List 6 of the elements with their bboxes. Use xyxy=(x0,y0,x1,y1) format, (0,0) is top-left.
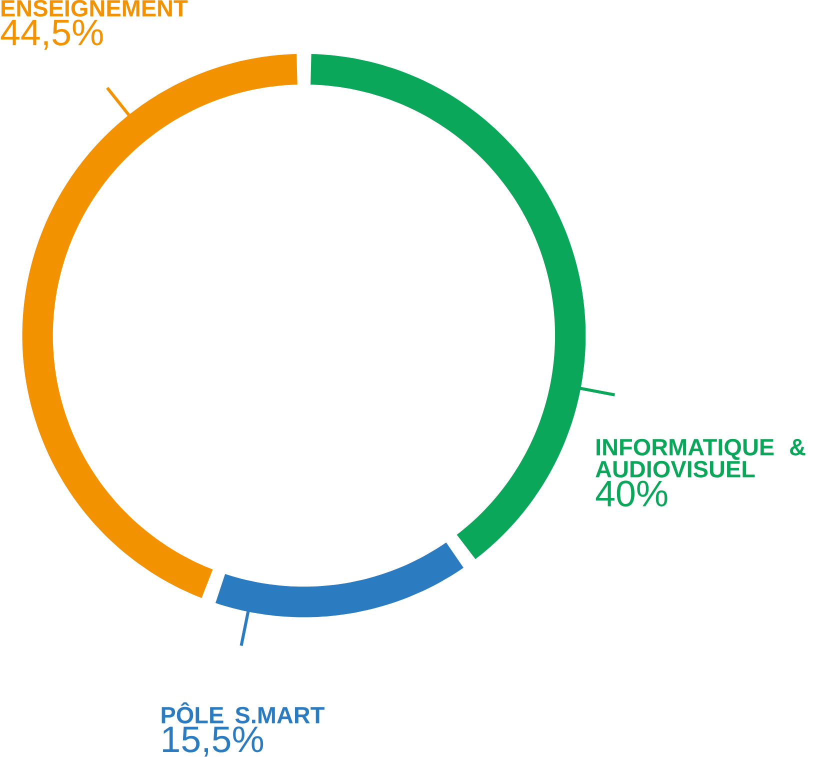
slice-label: ENSEIGNEMENT xyxy=(2,0,188,17)
data-label: 40% xyxy=(596,480,668,507)
data-label: 44,5% xyxy=(0,20,103,50)
data-label: 15,5% xyxy=(163,726,264,757)
slice-label: INFORMATIQUE & AUDIOVISUEL xyxy=(596,439,806,478)
slice-label: PÔLE S.MART xyxy=(162,702,324,724)
